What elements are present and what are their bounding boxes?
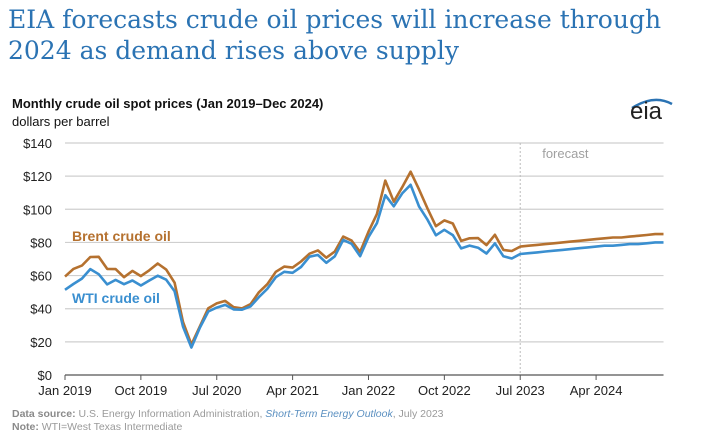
x-tick-label: Jan 2022 — [342, 383, 396, 398]
source-label: Data source: — [12, 408, 76, 420]
eia-logo: eia — [630, 98, 673, 126]
headline: EIA forecasts crude oil prices will incr… — [8, 5, 662, 65]
note-label: Note: — [12, 421, 39, 433]
x-tick-label: Oct 2022 — [418, 383, 471, 398]
y-axis-label: dollars per barrel — [12, 114, 110, 129]
y-tick-label: $120 — [23, 169, 52, 184]
source-text: U.S. Energy Information Administration, — [78, 408, 263, 420]
y-tick-label: $140 — [23, 136, 52, 151]
y-tick-label: $80 — [30, 235, 52, 250]
series-line-wti — [64, 183, 664, 349]
series-line-brent — [64, 170, 664, 346]
x-tick-label: Jul 2023 — [496, 383, 545, 398]
y-tick-label: $100 — [23, 202, 52, 217]
data-source: Data source: U.S. Energy Information Adm… — [12, 408, 444, 420]
y-tick-label: $20 — [30, 335, 52, 350]
legend-brent: Brent crude oil — [72, 228, 171, 244]
logo-text: eia — [630, 98, 663, 125]
logo-arc-icon — [631, 98, 673, 110]
forecast-label: forecast — [542, 146, 589, 161]
note: Note: WTI=West Texas Intermediate — [12, 421, 182, 433]
x-tick-label: Apr 2024 — [570, 383, 623, 398]
y-tick-label: $0 — [38, 368, 52, 383]
chart-title: Monthly crude oil spot prices (Jan 2019–… — [12, 96, 324, 111]
x-tick-label: Jan 2019 — [38, 383, 92, 398]
x-tick-label: Apr 2021 — [266, 383, 319, 398]
source-date: , July 2023 — [392, 408, 444, 420]
y-tick-label: $60 — [30, 269, 52, 284]
y-tick-label: $40 — [30, 302, 52, 317]
legend-wti: WTI crude oil — [72, 290, 160, 306]
note-text: WTI=West Texas Intermediate — [41, 421, 183, 433]
source-link[interactable]: Short-Term Energy Outlook — [265, 408, 393, 420]
x-tick-label: Oct 2019 — [114, 383, 167, 398]
x-tick-label: Jul 2020 — [192, 383, 241, 398]
